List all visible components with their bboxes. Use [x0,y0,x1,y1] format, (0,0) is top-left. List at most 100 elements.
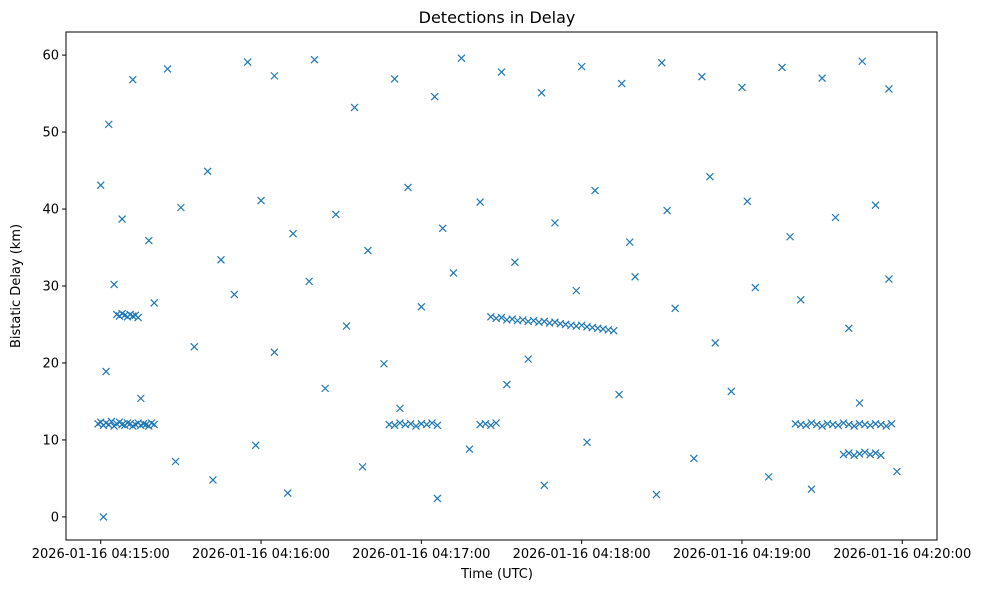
scatter-point [128,75,137,84]
scatter-point [150,299,159,307]
scatter-point [104,120,113,129]
scatter-point [540,481,549,490]
y-tick-label: 30 [42,280,59,295]
scatter-point [529,316,538,325]
scatter-point [871,449,880,457]
scatter-point [850,422,859,431]
scatter-point [118,215,127,223]
scatter-point [144,236,153,245]
scatter-point [609,326,618,335]
scatter-point [380,359,388,368]
scatter-point [150,420,159,429]
scatter-point [257,196,265,205]
y-tick-label: 20 [42,356,59,371]
scatter-point [551,318,559,327]
scatter-point [866,421,875,430]
scatter-point [844,324,853,333]
scatter-point [671,304,680,313]
y-tick-label: 10 [42,433,59,448]
scatter-point [136,394,145,403]
scatter-point [404,183,412,192]
scatter-point [778,63,786,72]
scatter-point [850,451,859,460]
y-axis-label: Bistatic Delay (km) [9,224,24,348]
scatter-point [422,420,431,429]
scatter-point [887,419,896,428]
scatter-point [551,218,559,227]
scatter-point [449,268,458,277]
scatter-point [577,321,586,330]
scatter-point [876,451,885,460]
scatter-point [871,201,880,210]
scatter-point [502,380,511,389]
scatter-point [128,312,137,320]
x-tick-label: 2026-01-16 04:16:00 [192,547,330,562]
scatter-point [786,232,794,241]
scatter-point [818,422,827,431]
chart-title: Detections in Delay [419,8,576,27]
scatter-point [866,450,875,459]
scatter-point [123,419,132,427]
scatter-point [537,88,546,97]
scatter-point [433,494,442,503]
scatter-point [751,283,760,292]
scatter-point [844,449,853,457]
scatter-point [844,420,853,429]
scatter-point [390,75,399,83]
scatter-point [390,421,399,430]
scatter-point [663,206,672,215]
scatter-point [518,315,527,324]
scatter-point [860,448,869,457]
scatter-point [858,57,867,66]
x-tick-label: 2026-01-16 04:15:00 [32,547,170,562]
scatter-point [102,367,111,376]
scatter-point [430,92,439,101]
scatter-point [834,421,843,430]
scatter-point [743,197,752,206]
scatter-point [289,229,298,238]
scatter-point [807,419,816,427]
scatter-point [510,258,519,267]
scatter-point [689,454,698,463]
scatter-point [802,421,811,430]
scatter-point [190,342,199,351]
scatter-point [243,58,252,66]
scatter-point [358,462,367,471]
scatter-point [110,280,119,289]
scatter-point [492,419,501,427]
scatter-point [310,55,319,64]
scatter-point [540,317,549,326]
scatter-point [855,449,864,458]
scatter-point [363,246,372,255]
scatter-point [270,71,279,80]
scatter-point [524,355,533,364]
scatter-point [855,399,864,407]
scatter-point [591,186,599,195]
scatter-point [217,255,225,264]
scatter-point [481,419,490,428]
scatter-point [727,387,736,396]
scatter-point [96,181,105,190]
scatter-point [625,238,634,247]
scatter-point [508,315,517,324]
scatter-point [884,85,893,93]
scatter-point [283,489,292,497]
scatter-point [807,485,816,494]
scatter-point [764,472,773,481]
scatter-point [305,277,314,286]
scatter-point [839,450,848,459]
scatter-point [497,68,506,76]
scatter-point [476,198,485,207]
scatter-point [331,210,340,219]
scatter-point [396,419,404,427]
scatter-point [831,213,840,222]
y-tick-label: 0 [51,510,59,525]
x-tick-label: 2026-01-16 04:19:00 [673,547,811,562]
scatter-point [465,445,474,454]
scatter-point [657,58,666,67]
scatter-point [428,419,436,427]
scatter-points [94,54,901,521]
scatter-point [118,420,127,429]
x-tick-label: 2026-01-16 04:20:00 [833,547,971,562]
